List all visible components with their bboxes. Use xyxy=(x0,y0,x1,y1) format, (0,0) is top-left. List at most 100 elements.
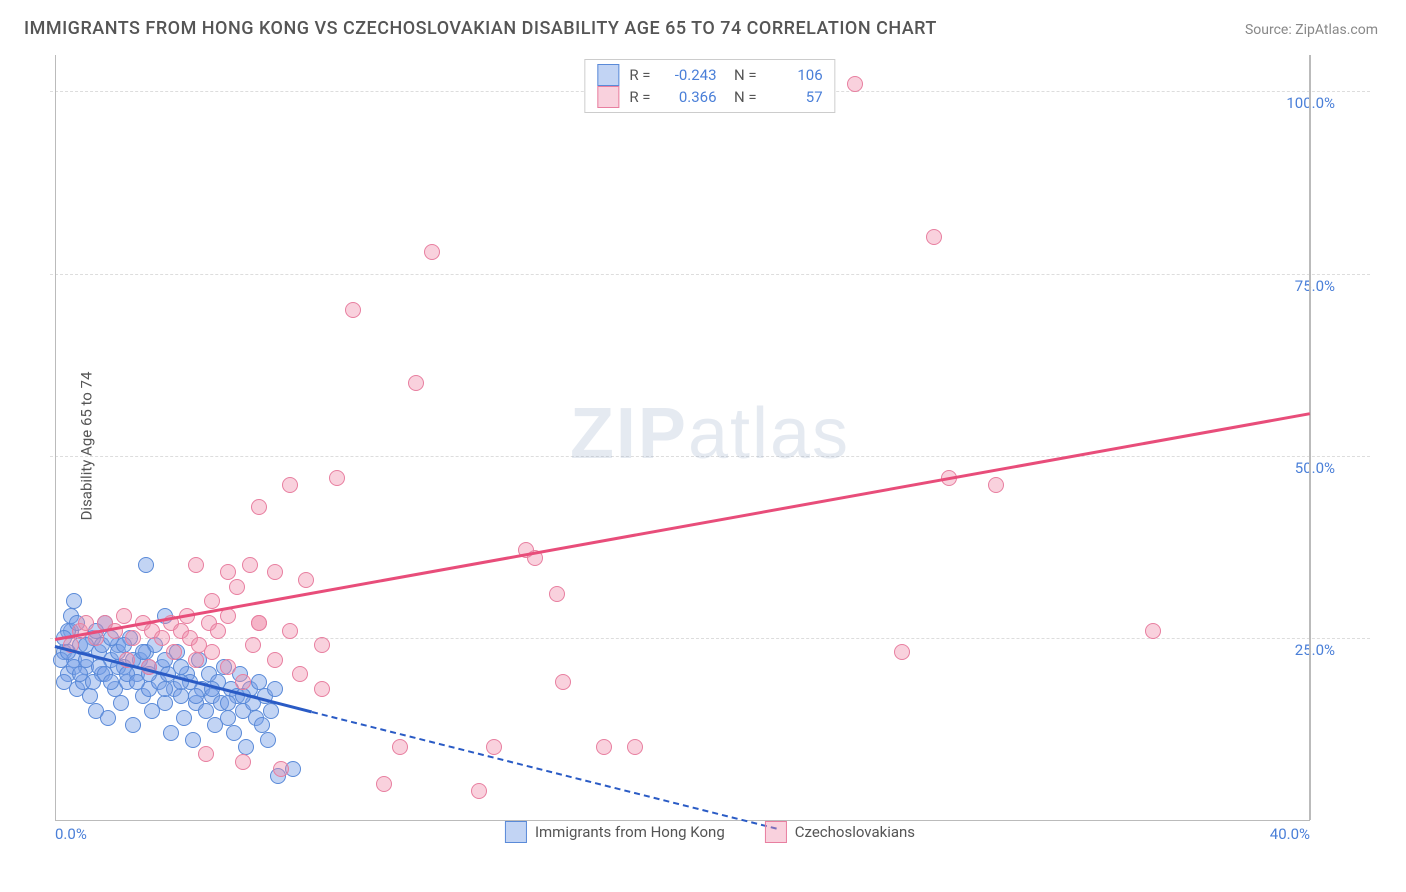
legend-n-value: 57 xyxy=(767,88,823,106)
scatter-point xyxy=(235,674,251,690)
scatter-point xyxy=(282,623,298,639)
legend-item: Czechoslovakians xyxy=(765,821,915,843)
y-tick-label: 75.0% xyxy=(1295,277,1335,295)
scatter-point xyxy=(627,739,643,755)
scatter-point xyxy=(226,725,242,741)
legend-item: Immigrants from Hong Kong xyxy=(505,821,725,843)
scatter-point xyxy=(267,652,283,668)
scatter-point xyxy=(100,710,116,726)
scatter-point xyxy=(125,630,141,646)
scatter-point xyxy=(1145,623,1161,639)
legend-swatch xyxy=(597,64,619,86)
scatter-point xyxy=(251,615,267,631)
scatter-point xyxy=(988,477,1004,493)
scatter-point xyxy=(298,572,314,588)
plot-area: 25.0%50.0%75.0%100.0%0.0%40.0%ZIPatlasR … xyxy=(50,55,1370,845)
scatter-point xyxy=(125,717,141,733)
source-attribution: Source: ZipAtlas.com xyxy=(1245,22,1378,38)
scatter-point xyxy=(847,76,863,92)
gridline-h xyxy=(50,456,1370,457)
legend-swatch xyxy=(597,86,619,108)
chart-title: IMMIGRANTS FROM HONG KONG VS CZECHOSLOVA… xyxy=(24,18,937,39)
scatter-point xyxy=(392,739,408,755)
scatter-point xyxy=(188,652,204,668)
source-link[interactable]: ZipAtlas.com xyxy=(1295,22,1378,38)
legend-row: R = 0.366 N = 57 xyxy=(597,86,822,108)
scatter-point xyxy=(66,593,82,609)
legend-r-value: 0.366 xyxy=(661,88,717,106)
scatter-point xyxy=(260,732,276,748)
scatter-point xyxy=(198,703,214,719)
scatter-point xyxy=(238,739,254,755)
scatter-point xyxy=(56,674,72,690)
legend-swatch xyxy=(765,821,787,843)
x-tick-label: 0.0% xyxy=(55,825,87,843)
legend-n-value: 106 xyxy=(767,66,823,84)
scatter-point xyxy=(245,637,261,653)
scatter-point xyxy=(486,739,502,755)
scatter-point xyxy=(210,623,226,639)
scatter-point xyxy=(549,586,565,602)
series-legend: Immigrants from Hong Kong Czechoslovakian… xyxy=(505,821,915,843)
scatter-point xyxy=(555,674,571,690)
trend-line xyxy=(312,711,777,830)
legend-series-name: Czechoslovakians xyxy=(795,823,915,841)
scatter-point xyxy=(220,659,236,675)
axis-line xyxy=(1310,55,1311,820)
scatter-point xyxy=(163,725,179,741)
y-tick-label: 25.0% xyxy=(1295,641,1335,659)
scatter-point xyxy=(596,739,612,755)
correlation-legend: R = -0.243 N = 106R = 0.366 N = 57 xyxy=(584,59,835,113)
scatter-point xyxy=(424,244,440,260)
scatter-point xyxy=(154,630,170,646)
scatter-point xyxy=(329,470,345,486)
scatter-point xyxy=(242,557,258,573)
scatter-point xyxy=(204,644,220,660)
source-label: Source: xyxy=(1245,22,1295,38)
scatter-point xyxy=(157,695,173,711)
scatter-point xyxy=(229,579,245,595)
scatter-point xyxy=(235,754,251,770)
scatter-point xyxy=(173,688,189,704)
scatter-point xyxy=(292,666,308,682)
scatter-point xyxy=(176,710,192,726)
legend-series-name: Immigrants from Hong Kong xyxy=(535,823,725,841)
scatter-point xyxy=(220,564,236,580)
scatter-point xyxy=(282,477,298,493)
scatter-point xyxy=(185,732,201,748)
scatter-point xyxy=(408,375,424,391)
scatter-point xyxy=(220,695,236,711)
scatter-point xyxy=(116,608,132,624)
scatter-point xyxy=(78,615,94,631)
scatter-point xyxy=(273,761,289,777)
scatter-point xyxy=(345,302,361,318)
scatter-point xyxy=(267,564,283,580)
watermark: ZIPatlas xyxy=(570,393,850,475)
scatter-point xyxy=(103,674,119,690)
legend-r-value: -0.243 xyxy=(661,66,717,84)
axis-line xyxy=(55,55,56,820)
y-tick-label: 50.0% xyxy=(1295,459,1335,477)
scatter-point xyxy=(113,695,129,711)
legend-r-label: R = xyxy=(629,66,650,84)
legend-r-label: R = xyxy=(629,88,650,106)
legend-row: R = -0.243 N = 106 xyxy=(597,64,822,86)
scatter-point xyxy=(314,637,330,653)
scatter-point xyxy=(926,229,942,245)
x-tick-label: 40.0% xyxy=(1270,825,1310,843)
scatter-point xyxy=(188,688,204,704)
scatter-point xyxy=(376,776,392,792)
legend-n-label: N = xyxy=(727,88,757,106)
gridline-h xyxy=(50,274,1370,275)
scatter-point xyxy=(198,746,214,762)
trend-line xyxy=(55,412,1310,640)
scatter-point xyxy=(263,703,279,719)
scatter-point xyxy=(157,681,173,697)
scatter-point xyxy=(471,783,487,799)
scatter-point xyxy=(894,644,910,660)
legend-swatch xyxy=(505,821,527,843)
legend-n-label: N = xyxy=(727,66,757,84)
scatter-point xyxy=(138,557,154,573)
scatter-point xyxy=(251,499,267,515)
scatter-point xyxy=(267,681,283,697)
